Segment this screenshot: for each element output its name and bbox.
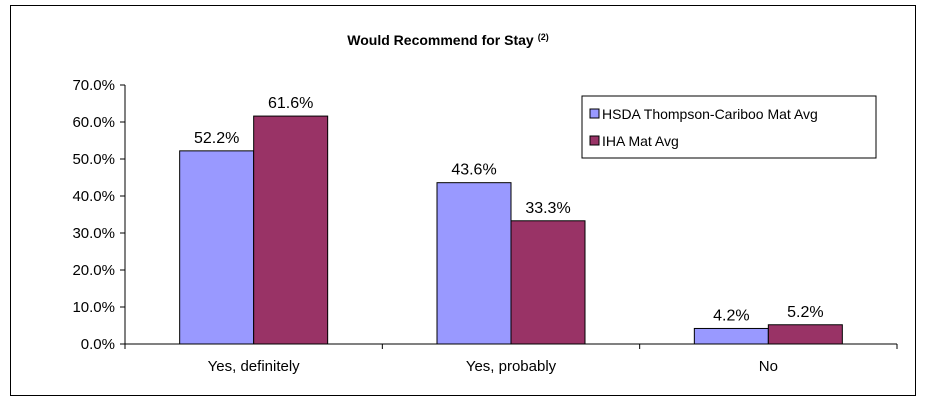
- y-tick-label: 20.0%: [72, 262, 115, 279]
- y-tick-label: 40.0%: [72, 188, 115, 205]
- data-label: 33.3%: [525, 200, 570, 217]
- data-label: 5.2%: [787, 304, 823, 321]
- bar-iha-mat-avg-yes-probably: [510, 220, 586, 345]
- legend-box: [581, 95, 877, 159]
- x-tick-labels: Yes, definitely Yes, probably No: [208, 358, 778, 375]
- y-tick-label: 0.0%: [81, 336, 115, 353]
- legend-swatch: [589, 108, 600, 119]
- data-label: 61.6%: [268, 95, 313, 112]
- chart-title-text: Would Recommend for Stay: [347, 32, 534, 48]
- data-label: 4.2%: [713, 307, 749, 324]
- x-tick-label: No: [759, 358, 778, 375]
- data-label: 52.2%: [194, 130, 239, 147]
- y-tick-label: 70.0%: [72, 77, 115, 94]
- legend-label: IHA Mat Avg: [602, 133, 679, 149]
- y-tick-label: 10.0%: [72, 299, 115, 316]
- bar-iha-mat-avg-yes-definitely: [253, 115, 329, 345]
- legend-swatch: [589, 135, 600, 146]
- bars: [179, 115, 843, 345]
- x-tick-label: Yes, definitely: [208, 358, 301, 375]
- bar-hsda-thompson-cariboo-mat-avg-no: [693, 327, 769, 345]
- x-tick-label: Yes, probably: [466, 358, 557, 375]
- legend: HSDA Thompson-Cariboo Mat Avg IHA Mat Avg: [581, 95, 877, 159]
- bar-hsda-thompson-cariboo-mat-avg-yes-probably: [436, 182, 512, 345]
- chart-title: Would Recommend for Stay (2): [347, 32, 548, 48]
- legend-label: HSDA Thompson-Cariboo Mat Avg: [602, 106, 818, 122]
- data-labels: 52.2% 61.6% 43.6% 33.3% 4.2% 5.2%: [194, 95, 824, 324]
- bar-hsda-thompson-cariboo-mat-avg-yes-definitely: [179, 150, 255, 345]
- bar-iha-mat-avg-no: [767, 324, 843, 345]
- y-tick-label: 30.0%: [72, 225, 115, 242]
- data-label: 43.6%: [451, 162, 496, 179]
- chart-title-superscript: (2): [538, 32, 549, 42]
- y-tick-label: 60.0%: [72, 114, 115, 131]
- y-tick-label: 50.0%: [72, 151, 115, 168]
- y-tick-labels: 0.0% 10.0% 20.0% 30.0% 40.0% 50.0% 60.0% 70.0%: [72, 77, 115, 353]
